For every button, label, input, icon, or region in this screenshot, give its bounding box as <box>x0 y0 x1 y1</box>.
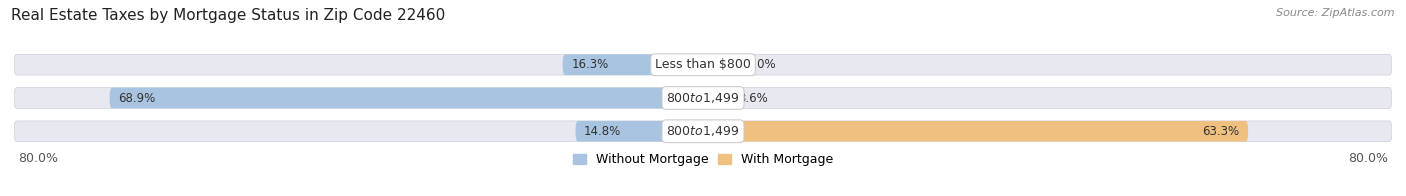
Text: 3.6%: 3.6% <box>738 92 768 104</box>
FancyBboxPatch shape <box>575 121 703 142</box>
Text: 80.0%: 80.0% <box>18 152 59 165</box>
Text: 14.8%: 14.8% <box>583 125 621 138</box>
FancyBboxPatch shape <box>14 121 1392 142</box>
Text: 80.0%: 80.0% <box>1347 152 1388 165</box>
FancyBboxPatch shape <box>14 88 1392 108</box>
Legend: Without Mortgage, With Mortgage: Without Mortgage, With Mortgage <box>574 153 832 166</box>
FancyBboxPatch shape <box>110 88 703 108</box>
Text: 0.0%: 0.0% <box>747 58 776 71</box>
Text: Source: ZipAtlas.com: Source: ZipAtlas.com <box>1277 8 1395 18</box>
Text: Real Estate Taxes by Mortgage Status in Zip Code 22460: Real Estate Taxes by Mortgage Status in … <box>11 8 446 23</box>
FancyBboxPatch shape <box>14 54 1392 75</box>
Text: 16.3%: 16.3% <box>571 58 609 71</box>
Text: $800 to $1,499: $800 to $1,499 <box>666 124 740 138</box>
Text: Less than $800: Less than $800 <box>655 58 751 71</box>
FancyBboxPatch shape <box>703 88 734 108</box>
FancyBboxPatch shape <box>703 121 1249 142</box>
FancyBboxPatch shape <box>562 54 703 75</box>
Text: 68.9%: 68.9% <box>118 92 156 104</box>
Text: 63.3%: 63.3% <box>1202 125 1240 138</box>
Text: $800 to $1,499: $800 to $1,499 <box>666 91 740 105</box>
